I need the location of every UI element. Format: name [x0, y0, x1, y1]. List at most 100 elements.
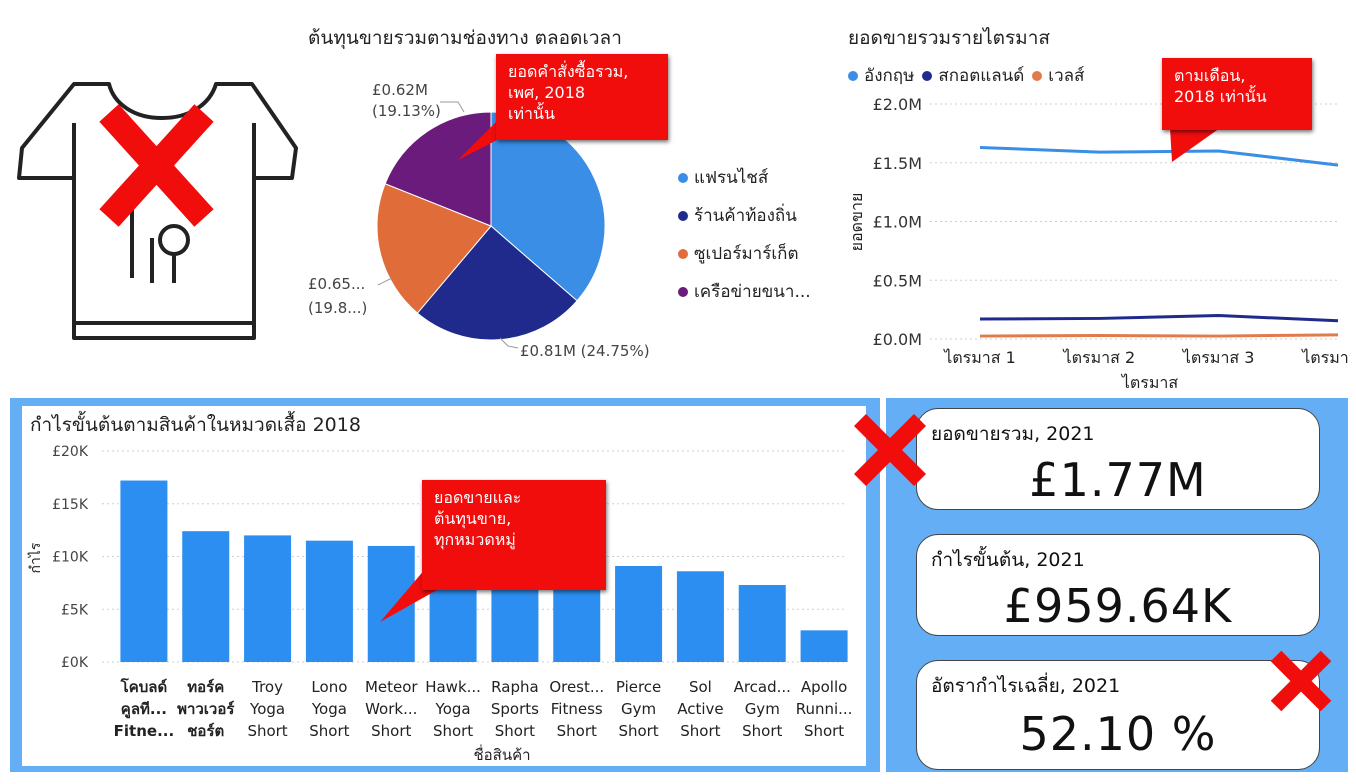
bar: [305, 540, 353, 662]
legend-label: เครือข่ายขนา...: [694, 282, 811, 302]
pie-legend-item: เครือข่ายขนา...: [678, 278, 811, 305]
line-legend: อังกฤษ สกอตแลนด์ เวลส์: [848, 62, 1084, 89]
x-tick-label: ชอร์ต: [187, 722, 224, 740]
line-series: [979, 145, 1339, 167]
y-axis-label: กำไร: [27, 542, 44, 573]
x-tick-label: Gym: [745, 700, 780, 718]
y-tick-label: £20K: [52, 444, 89, 460]
pie-legend: แฟรนไชส์ ร้านค้าท้องถิ่น ซูเปอร์มาร์เก็ต…: [678, 164, 811, 305]
line-legend-item: อังกฤษ: [848, 62, 914, 89]
kpi-label: ยอดขายรวม, 2021: [931, 423, 1095, 445]
bar: [738, 584, 786, 662]
kpi-label: กำไรขั้นต้น, 2021: [931, 549, 1085, 571]
bar: [676, 571, 724, 662]
x-tick-label: Sol: [689, 678, 712, 696]
kpi-value: 52.10 %: [1019, 707, 1217, 761]
legend-dot-icon: [1032, 70, 1043, 81]
x-tick-label: Arcad...: [734, 678, 791, 696]
x-tick-label: Short: [309, 722, 349, 740]
x-tick-label: คูลที...: [121, 700, 167, 719]
x-tick-label: ไตรมาส 2: [1062, 348, 1136, 367]
pie-chart-title: ต้นทุนขายรวมตามช่องทาง ตลอดเวลา: [308, 27, 622, 49]
bar-chart: £0K £5K £10K £15K £20K โคบลด์คูลที... Fitne...…: [27, 444, 853, 764]
legend-dot-icon: [678, 210, 688, 221]
pie-label-bottom: £0.81M (24.75%): [520, 342, 650, 360]
kpi-value: £959.64K: [1003, 579, 1233, 633]
kpi-card-total-sales: ยอดขายรวม, 2021 £1.77M: [916, 408, 1320, 510]
bar-chart-title: กำไรขั้นต้นตามสินค้าในหมวดเสื้อ 2018: [30, 414, 361, 436]
legend-label: ร้านค้าท้องถิ่น: [694, 206, 797, 226]
pie-legend-item: ร้านค้าท้องถิ่น: [678, 202, 811, 229]
kpi-label: อัตรากำไรเฉลี่ย, 2021: [931, 675, 1121, 697]
kpi-value: £1.77M: [1029, 453, 1207, 507]
legend-dot-icon: [922, 70, 933, 81]
y-tick-label: £2.0M: [873, 95, 922, 114]
bar: [491, 577, 539, 662]
pie-slice: [376, 183, 492, 314]
line-callout-pointer: [1170, 128, 1220, 162]
pie-leader-line: [499, 337, 519, 349]
x-tick-label: Active: [677, 700, 723, 718]
bar: [244, 535, 292, 662]
shirt-outline-icon: [17, 82, 298, 340]
legend-dot-icon: [678, 286, 688, 297]
y-tick-label: £0.0M: [873, 330, 922, 349]
x-tick-label: Short: [371, 722, 411, 740]
x-tick-label: Fitness: [551, 700, 603, 718]
y-tick-label: £0K: [61, 655, 89, 671]
pie-slice: [416, 225, 578, 341]
x-tick-label: Gym: [621, 700, 656, 718]
y-tick-label: £0.5M: [873, 271, 922, 290]
x-tick-label: Apollo: [801, 678, 847, 696]
red-x-icon: [853, 413, 927, 487]
x-tick-label: พาวเวอร์: [177, 700, 235, 718]
legend-label: เวลส์: [1048, 66, 1085, 86]
pie-leader-line: [377, 277, 393, 286]
legend-label: สกอตแลนด์: [938, 66, 1025, 86]
x-tick-label: Short: [618, 722, 658, 740]
y-tick-label: £1.5M: [873, 154, 922, 173]
pie-label-top-pct: (19.13%): [372, 102, 441, 120]
line-chart-title: ยอดขายรวมรายไตรมาส: [848, 27, 1050, 49]
x-tick-label: Troy: [251, 678, 283, 696]
line-series: [979, 314, 1339, 323]
line-legend-item: เวลส์: [1032, 62, 1084, 89]
x-tick-label: Runni...: [796, 700, 853, 718]
pie-chart: [376, 101, 606, 349]
x-tick-label: Lono: [311, 678, 347, 696]
pie-callout: ยอดคำสั่งซื้อรวม, เพศ, 2018 เท่านั้น: [496, 54, 668, 140]
red-x-icon: [1270, 650, 1332, 712]
pie-label-top: £0.62M (19.13%): [372, 80, 441, 122]
x-tick-label: Yoga: [311, 700, 347, 718]
y-tick-label: £15K: [52, 497, 89, 513]
pie-label-left-pct: (19.8...): [308, 299, 368, 317]
x-tick-label: Short: [557, 722, 597, 740]
x-tick-label: Rapha: [491, 678, 539, 696]
x-axis-label: ไตรมาส: [1120, 373, 1179, 392]
x-tick-label: Short: [680, 722, 720, 740]
pie-legend-item: ซูเปอร์มาร์เก็ต: [678, 240, 811, 267]
legend-label: อังกฤษ: [864, 66, 915, 86]
bar: [182, 531, 230, 662]
kpi-card-avg-margin: อัตรากำไรเฉลี่ย, 2021 52.10 %: [916, 660, 1320, 770]
x-tick-label: Orest...: [549, 678, 604, 696]
x-tick-label: Meteor: [365, 678, 418, 696]
x-tick-label: Yoga: [435, 700, 471, 718]
x-tick-label: Sports: [491, 700, 539, 718]
line-legend-item: สกอตแลนด์: [922, 62, 1024, 89]
legend-label: ซูเปอร์มาร์เก็ต: [694, 244, 799, 264]
x-axis-label: ชื่อสินค้า: [473, 744, 530, 764]
pie-label-left: £0.65... (19.8...): [308, 272, 367, 320]
line-chart: £0.0M £0.5M £1.0M £1.5M £2.0M ไตรมาส 1 ไตรมาส …: [847, 95, 1350, 392]
x-tick-label: Work...: [365, 700, 417, 718]
y-tick-label: £10K: [52, 550, 89, 566]
x-tick-label: Short: [433, 722, 473, 740]
x-tick-label: Short: [247, 722, 287, 740]
x-tick-label: ไตรมาส 3: [1181, 348, 1255, 367]
x-tick-label: Yoga: [249, 700, 285, 718]
legend-label: แฟรนไชส์: [694, 168, 769, 188]
line-series: [979, 333, 1339, 338]
shirt-illustration: [17, 82, 298, 340]
x-tick-label: Short: [804, 722, 844, 740]
bar: [800, 630, 848, 662]
